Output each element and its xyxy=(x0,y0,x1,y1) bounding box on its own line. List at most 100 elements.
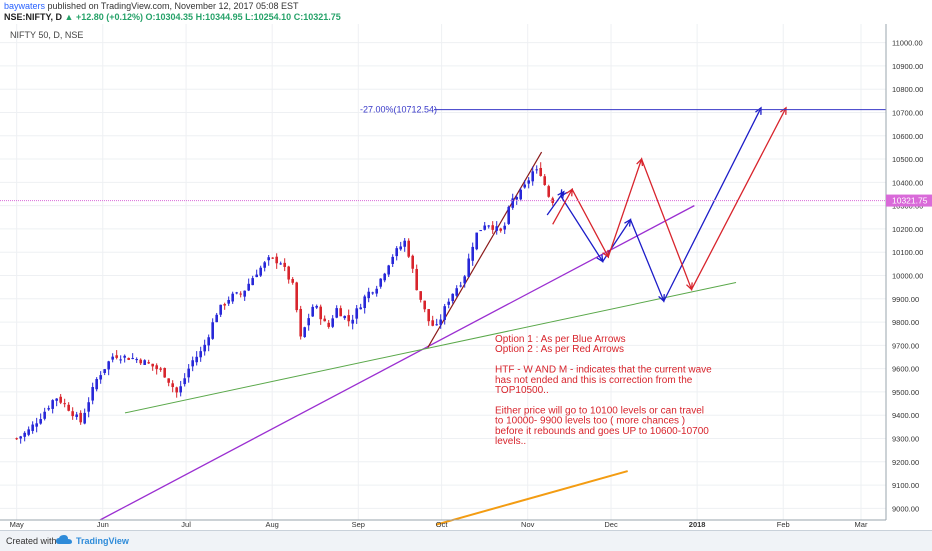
candle-body xyxy=(491,225,495,230)
candle-body xyxy=(379,278,382,287)
candle-body xyxy=(419,291,422,300)
green-trendline xyxy=(124,281,737,414)
candle-body xyxy=(187,368,190,378)
candle-body xyxy=(499,228,503,231)
candle-body xyxy=(271,257,274,259)
candle-body xyxy=(131,358,134,360)
red-arrow-arrowhead xyxy=(780,106,787,115)
candle-body xyxy=(239,293,242,295)
price-tick-label: 10200.00 xyxy=(892,225,923,234)
price-tick-label: 10000.00 xyxy=(892,271,923,280)
ohlc-close: C:10321.75 xyxy=(293,12,341,22)
annotation-line: Option 1 : As per Blue Arrows xyxy=(495,334,626,345)
candle-body xyxy=(315,305,318,308)
time-tick-label: Jun xyxy=(97,520,109,529)
time-tick-label: Jul xyxy=(181,520,191,529)
candle-body xyxy=(399,246,402,250)
price-tick-label: 9000.00 xyxy=(892,504,919,513)
candle-body xyxy=(143,360,146,365)
candle-body xyxy=(123,355,126,358)
candle-body xyxy=(19,436,22,439)
price-axis-labels: 9000.00 9100.00 9200.00 9300.00 9400.00 9500.… xyxy=(892,39,923,514)
candle-body xyxy=(395,248,398,257)
time-tick-label: Mar xyxy=(855,520,868,529)
ohlc-low: L:10254.10 xyxy=(245,12,292,22)
brown-trendline xyxy=(427,151,543,348)
candle-body xyxy=(391,256,394,264)
chart-title: NIFTY 50, D, NSE xyxy=(10,30,83,40)
candle-body xyxy=(495,226,499,231)
candle-body xyxy=(303,327,306,338)
price-tick-label: 10700.00 xyxy=(892,108,923,117)
red-arrow-arrowhead xyxy=(686,282,693,291)
candle-body xyxy=(211,322,214,339)
candle-body xyxy=(471,246,475,261)
candle-body xyxy=(407,240,410,257)
candle-body xyxy=(227,299,230,304)
candle-body xyxy=(319,306,322,320)
annotation-line: levels.. xyxy=(495,436,526,447)
candle-body xyxy=(439,319,442,325)
price-tick-label: 10500.00 xyxy=(892,155,923,164)
candle-body xyxy=(259,267,262,276)
candle-body xyxy=(71,411,74,417)
annotation-line: has not ended and this is correction fro… xyxy=(495,375,693,386)
purple-trendline xyxy=(99,205,695,521)
price-tick-label: 10900.00 xyxy=(892,62,923,71)
price-chart[interactable]: NIFTY 50, D, NSE -27.00%(10712.54) Optio… xyxy=(0,24,932,530)
candle-body xyxy=(183,378,186,385)
candle-body xyxy=(431,320,434,326)
candle-body xyxy=(415,268,418,291)
published-text: published on TradingView.com, November 1… xyxy=(47,1,299,11)
time-tick-label: Feb xyxy=(777,520,790,529)
candle-body xyxy=(115,355,118,358)
price-tick-label: 10600.00 xyxy=(892,132,923,141)
annotation-line: before it rebounds and goes UP to 10600-… xyxy=(495,426,709,437)
candle-body xyxy=(479,230,483,232)
candle-body xyxy=(15,438,18,440)
candle-body xyxy=(443,306,446,320)
tradingview-brand[interactable]: TradingView xyxy=(76,536,129,546)
candle-body xyxy=(483,225,487,230)
candle-body xyxy=(151,363,154,367)
candle-body xyxy=(475,232,479,250)
time-axis-labels[interactable]: May Jun Jul Aug Sep Oct Nov Dec 2018 Feb Mar xyxy=(10,520,868,529)
candle-body xyxy=(191,360,194,367)
candle-body xyxy=(79,412,82,423)
blue-arrow-arrowhead xyxy=(560,189,568,198)
candle-body xyxy=(355,308,358,319)
price-tick-label: 10100.00 xyxy=(892,248,923,257)
candle-body xyxy=(179,386,182,393)
candle-body xyxy=(547,186,551,197)
red-arrow-path xyxy=(552,107,787,292)
candle-body xyxy=(103,369,106,373)
candle-body xyxy=(111,356,114,360)
symbol-name: NSE:NIFTY, D xyxy=(4,12,63,22)
time-tick-label: Nov xyxy=(521,520,535,529)
candle-body xyxy=(127,357,130,360)
candle-body xyxy=(27,429,30,435)
ohlc-open: O:10304.35 xyxy=(145,12,194,22)
candle-body xyxy=(435,324,438,326)
candle-body xyxy=(163,367,166,378)
price-tick-label: 10400.00 xyxy=(892,178,923,187)
author-link[interactable]: baywaters xyxy=(4,1,46,11)
candle-body xyxy=(275,256,278,264)
price-axis[interactable] xyxy=(886,24,932,530)
annotation-line: Either price will go to 10100 levels or … xyxy=(495,405,704,416)
candle-body xyxy=(255,274,258,278)
candle-body xyxy=(327,322,330,327)
candle-body xyxy=(347,315,350,322)
blue-arrow-arrowhead xyxy=(658,294,665,303)
candlesticks xyxy=(15,162,555,444)
time-tick-label: May xyxy=(10,520,24,529)
candle-body xyxy=(35,423,38,427)
price-tick-label: 9100.00 xyxy=(892,481,919,490)
time-tick-label: 2018 xyxy=(689,520,706,529)
candle-body xyxy=(215,314,218,323)
candle-body xyxy=(199,351,202,358)
candle-body xyxy=(287,266,290,280)
blue-arrow-arrowhead xyxy=(624,218,632,227)
candle-body xyxy=(43,411,46,419)
candle-body xyxy=(295,282,298,311)
